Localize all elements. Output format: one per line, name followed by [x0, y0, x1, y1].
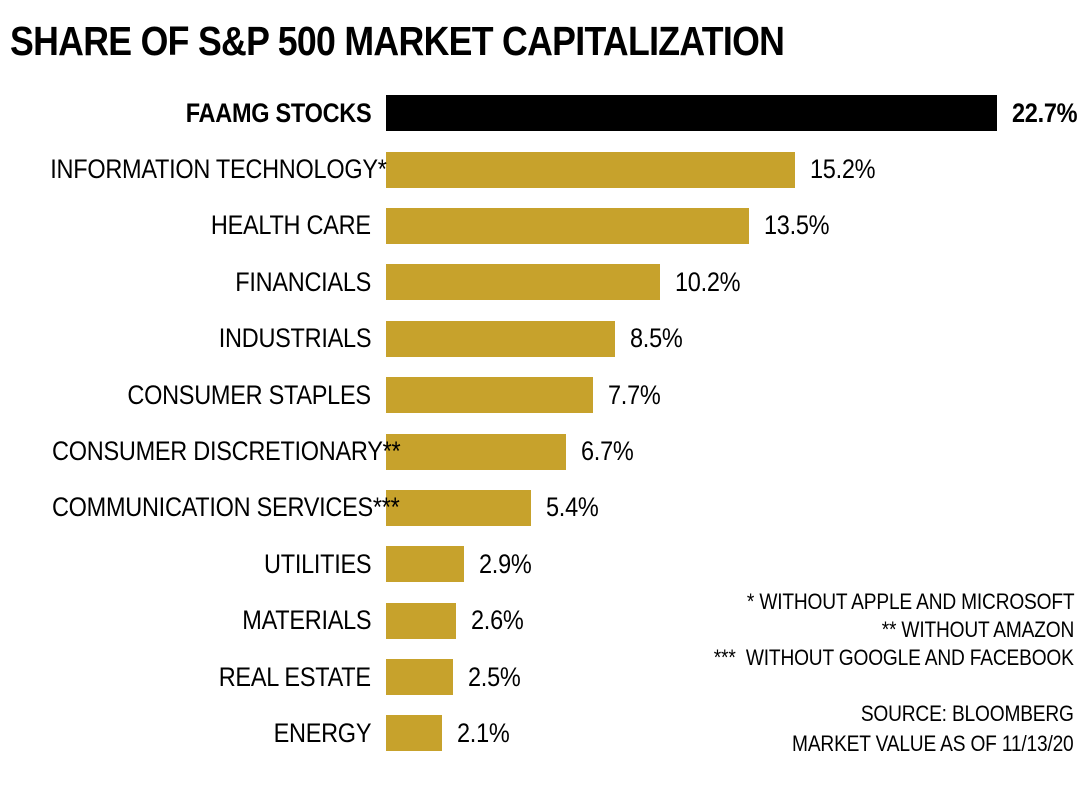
value-label: 15.2%	[810, 156, 885, 183]
category-label: REAL ESTATE	[0, 661, 371, 692]
category-label: CONSUMER DISCRETIONARY**	[0, 438, 401, 465]
value-label-text: 5.4%	[546, 492, 599, 523]
value-label-text: 6.7%	[581, 436, 634, 467]
footnote-without-google-facebook: *** WITHOUT GOOGLE AND FACEBOOK	[714, 645, 1074, 670]
category-label-text: INDUSTRIALS	[218, 323, 372, 354]
value-label-text: 15.2%	[810, 154, 876, 185]
category-label-text: CONSUMER STAPLES	[127, 379, 372, 410]
category-label-text: MATERIALS	[241, 605, 371, 636]
chart-row: FINANCIALS 10.2%	[0, 254, 1084, 310]
source-line: SOURCE: BLOOMBERG	[750, 699, 1074, 729]
category-label-text: ENERGY	[273, 717, 371, 748]
category-label-text: REAL ESTATE	[218, 661, 371, 692]
category-label-text: COMMUNICATION SERVICES***	[51, 492, 400, 523]
bar	[386, 95, 997, 132]
bar	[386, 207, 749, 244]
page-title: SHARE OF S&P 500 MARKET CAPITALIZATION	[10, 18, 900, 64]
value-label: 22.7%	[1012, 97, 1084, 128]
footnote-line: * WITHOUT APPLE AND MICROSOFT	[660, 588, 1075, 616]
category-label-text: FINANCIALS	[235, 266, 371, 297]
bar	[386, 320, 615, 357]
category-label-text: CONSUMER DISCRETIONARY**	[52, 436, 401, 467]
value-label-text: 13.5%	[764, 210, 830, 241]
bar	[386, 602, 456, 639]
bar	[386, 546, 464, 583]
value-label: 10.2%	[675, 266, 750, 297]
footnote-without-apple-microsoft: * WITHOUT APPLE AND MICROSOFT	[746, 589, 1075, 614]
category-label: FAAMG STOCKS	[0, 97, 371, 128]
value-label-text: 2.6%	[471, 605, 524, 636]
category-label-text: UTILITIES	[263, 548, 372, 579]
chart-row: CONSUMER STAPLES 7.7%	[0, 367, 1084, 423]
value-label: 2.9%	[479, 548, 539, 579]
value-label: 2.5%	[468, 661, 528, 692]
chart-row: COMMUNICATION SERVICES*** 5.4%	[0, 480, 1084, 536]
source-line: MARKET VALUE AS OF 11/13/20	[750, 729, 1075, 759]
chart-row: ENERGY 2.1%	[0, 705, 1084, 761]
value-label-text: 8.5%	[630, 323, 683, 354]
bar	[386, 264, 660, 301]
chart-row: INFORMATION TECHNOLOGY* 15.2%	[0, 141, 1084, 197]
value-label-text: 7.7%	[608, 379, 661, 410]
value-label: 2.6%	[471, 607, 531, 634]
value-label: 8.5%	[630, 325, 690, 352]
footnote-line: *** WITHOUT GOOGLE AND FACEBOOK	[660, 644, 1074, 672]
footnote-without-amazon: ** WITHOUT AMAZON	[881, 617, 1075, 642]
value-label-text: 2.5%	[468, 661, 521, 692]
chart-row: CONSUMER DISCRETIONARY** 6.7%	[0, 423, 1084, 479]
bar	[386, 659, 453, 696]
page-title-text: SHARE OF S&P 500 MARKET CAPITALIZATION	[10, 18, 785, 64]
bar-chart: FAAMG STOCKS 22.7% INFORMATION TECHNOLOG…	[0, 85, 1084, 762]
category-label: ENERGY	[0, 717, 371, 748]
value-label-text: 2.1%	[457, 717, 510, 748]
chart-row: MATERIALS 2.6%	[0, 593, 1084, 649]
value-label: 6.7%	[581, 438, 641, 465]
value-label: 5.4%	[546, 494, 606, 521]
category-label-text: HEALTH CARE	[211, 210, 371, 241]
source-bloomberg: SOURCE: BLOOMBERG	[861, 701, 1074, 726]
source-block: SOURCE: BLOOMBERG MARKET VALUE AS OF 11/…	[750, 699, 1075, 759]
category-label-text: INFORMATION TECHNOLOGY*	[50, 154, 387, 185]
category-label: INFORMATION TECHNOLOGY*	[0, 156, 387, 183]
bar	[386, 377, 593, 414]
category-label-text: FAAMG STOCKS	[185, 97, 371, 128]
category-label: COMMUNICATION SERVICES***	[0, 494, 400, 521]
bar	[386, 715, 442, 752]
value-label: 7.7%	[608, 379, 668, 410]
value-label: 13.5%	[764, 212, 839, 239]
chart-row: UTILITIES 2.9%	[0, 536, 1084, 592]
value-label: 2.1%	[457, 717, 517, 748]
category-label: CONSUMER STAPLES	[0, 379, 372, 410]
bar	[386, 489, 531, 526]
footnotes: * WITHOUT APPLE AND MICROSOFT ** WITHOUT…	[660, 588, 1074, 672]
category-label: MATERIALS	[0, 607, 371, 634]
chart-row: FAAMG STOCKS 22.7%	[0, 85, 1084, 141]
category-label: UTILITIES	[0, 548, 372, 579]
category-label: HEALTH CARE	[0, 212, 371, 239]
chart-row: REAL ESTATE 2.5%	[0, 649, 1084, 705]
category-label: FINANCIALS	[0, 266, 371, 297]
bar	[386, 433, 566, 470]
category-label: INDUSTRIALS	[0, 323, 372, 354]
market-value-date: MARKET VALUE AS OF 11/13/20	[792, 731, 1075, 756]
value-label-text: 2.9%	[479, 548, 532, 579]
chart-row: INDUSTRIALS 8.5%	[0, 311, 1084, 367]
bar	[386, 151, 795, 188]
footnote-line: ** WITHOUT AMAZON	[660, 616, 1075, 644]
value-label-text: 10.2%	[675, 266, 741, 297]
chart-row: HEALTH CARE 13.5%	[0, 198, 1084, 254]
value-label-text: 22.7%	[1012, 97, 1078, 128]
